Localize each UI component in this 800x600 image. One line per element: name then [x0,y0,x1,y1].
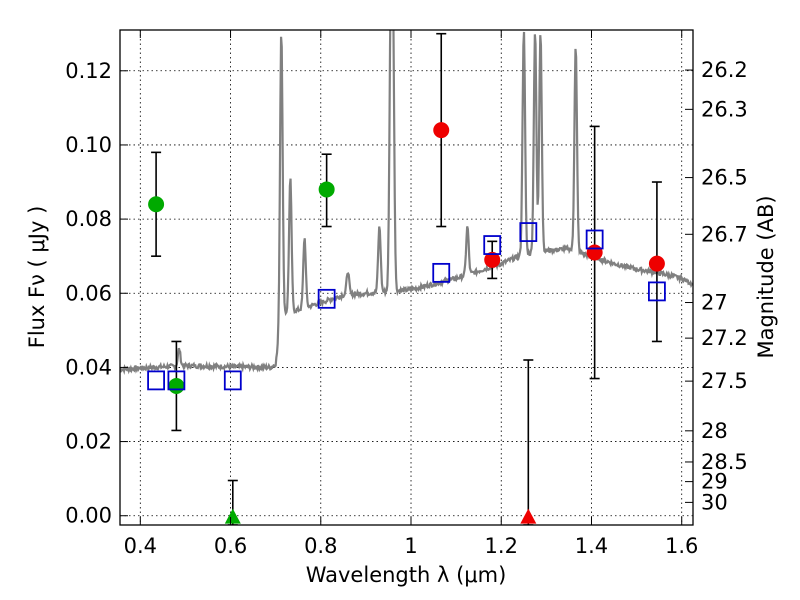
data-markers [147,122,666,524]
x-tick-label: 0.6 [214,534,247,558]
axis-ticks [120,30,693,525]
model-square-point [648,281,666,302]
red-circle-point [433,122,450,139]
plot-area [120,30,693,525]
x-tick-label: 1.6 [665,534,698,558]
x-tick-label: 0.4 [124,534,157,558]
error-bars [151,32,662,525]
green-circle-point [148,196,165,213]
green-circle-point [318,181,335,198]
y-right-tick-label: 26.7 [701,222,748,246]
y-tick-label: 0.08 [65,207,112,231]
y-right-tick-label: 30 [701,490,728,514]
y-tick-label: 0.00 [65,504,112,528]
green-triangle-point [224,508,241,524]
y-tick-label: 0.06 [65,281,112,305]
y-right-tick-label: 26.3 [701,97,748,121]
red-circle-point [648,255,665,272]
green-circle-point [168,377,185,394]
y-right-tick-label: 27 [701,291,728,315]
model-square-point [223,370,242,391]
y-right-tick-label: 26.5 [701,166,748,190]
y-right-axis-title: Magnitude (AB) [754,195,778,358]
model-square-point [483,235,502,255]
y-right-tick-label: 27.2 [701,326,748,350]
y-right-tick-label: 28.5 [701,450,748,474]
x-axis-title: Wavelength λ (μm) [306,563,507,587]
x-tick-label: 1 [404,534,417,558]
y-tick-label: 0.02 [65,430,112,454]
model-square-point [167,370,186,391]
y-right-tick-label: 26.2 [701,58,748,82]
y-axis-title: Flux Fν ( μJy ) [25,206,49,349]
x-tick-label: 0.8 [304,534,337,558]
y-tick-label: 0.12 [65,59,112,83]
tick-labels: 0.4 0.6 0.8 1 1.2 1.4 1.6 0.00 0.02 0.04 0.06 0.08 0… [65,58,748,558]
y-tick-label: 0.10 [65,133,112,157]
x-tick-label: 1.2 [485,534,518,558]
model-square-point [147,370,165,391]
x-tick-label: 1.4 [575,534,608,558]
model-spectrum-line [120,30,693,376]
model-square-point [519,222,538,242]
y-right-tick-label: 27.5 [701,369,748,393]
red-triangle-point [520,508,537,524]
red-circle-point [586,244,603,261]
grid-lines [120,30,693,525]
model-square-point [585,229,604,250]
y-right-tick-label: 28 [701,419,728,443]
model-square-point [317,288,336,309]
plot-frame [119,29,694,526]
model-square-point [432,262,451,283]
y-right-tick-label: 29 [701,470,728,494]
red-circle-point [484,251,501,268]
y-tick-label: 0.04 [65,355,112,379]
